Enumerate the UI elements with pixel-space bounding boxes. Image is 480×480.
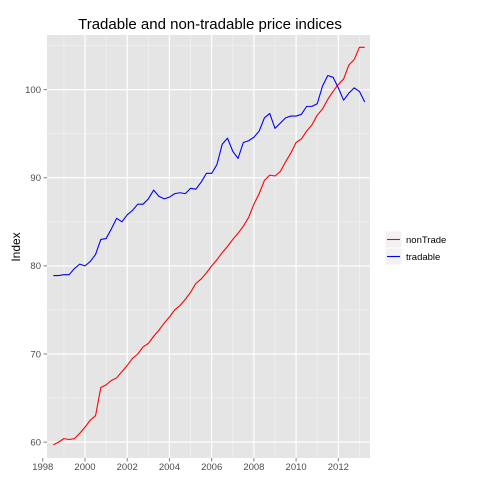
- x-tick-label: 2006: [201, 462, 222, 473]
- y-axis-ticks: 60 70 80 90 100: [25, 85, 47, 448]
- y-tick-label: 90: [30, 173, 41, 184]
- y-tick-label: 70: [30, 349, 41, 360]
- major-grid: [42, 35, 370, 458]
- y-axis-label: Index: [9, 232, 23, 261]
- y-tick-label: 80: [30, 261, 41, 272]
- plot-panel: [47, 35, 370, 458]
- x-tick-label: 2008: [243, 462, 264, 473]
- x-tick-label: 2004: [159, 462, 180, 473]
- x-tick-label: 2000: [74, 462, 95, 473]
- y-tick-label: 100: [25, 85, 41, 96]
- x-tick-label: 2010: [286, 462, 307, 473]
- y-tick-label: 60: [30, 437, 41, 448]
- legend: nonTrade tradable: [384, 230, 446, 266]
- x-axis-ticks: 1998 2000 2002 2004 2006 2008 2010 2012: [32, 458, 349, 473]
- x-tick-label: 1998: [32, 462, 53, 473]
- series-line-tradable: [53, 74, 366, 277]
- legend-label: tradable: [406, 252, 440, 263]
- legend-label: nonTrade: [406, 235, 446, 246]
- x-tick-label: 2002: [117, 462, 138, 473]
- minor-grid: [47, 35, 370, 458]
- series-layer: [53, 46, 366, 446]
- chart-title: Tradable and non-tradable price indices: [78, 16, 342, 33]
- x-tick-label: 2012: [328, 462, 349, 473]
- series-line-nontrade: [53, 46, 365, 446]
